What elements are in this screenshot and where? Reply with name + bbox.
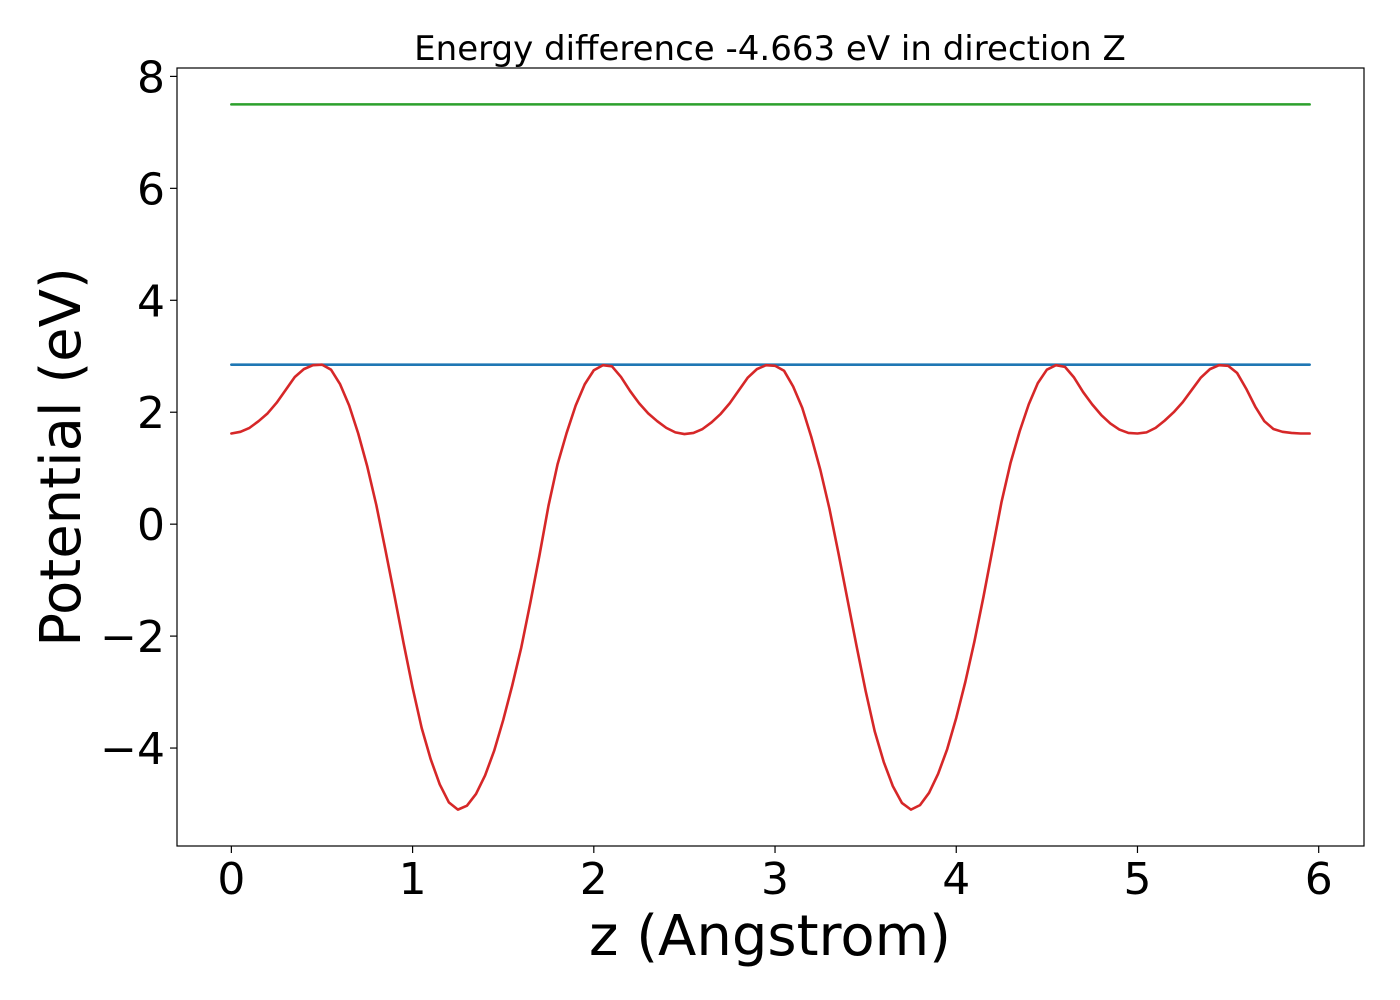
y-tick-label: 8	[137, 52, 165, 103]
y-tick-label: 2	[137, 388, 165, 439]
series-layer	[230, 103, 1311, 811]
x-axis: 0 1 2 3 4 5 6	[217, 846, 1333, 905]
y-tick-label: −2	[100, 612, 165, 663]
series-line-3	[230, 363, 1311, 811]
y-axis: −4 −2 0 2 4 6 8	[100, 52, 177, 775]
x-tick-label: 2	[580, 854, 608, 905]
y-tick-label: 0	[137, 500, 165, 551]
y-tick-label: 6	[137, 164, 165, 215]
x-tick-label: 3	[761, 854, 789, 905]
x-tick-label: 4	[942, 854, 970, 905]
y-tick-label: −4	[100, 724, 165, 775]
chart-title: Energy difference -4.663 eV in direction…	[414, 29, 1126, 69]
x-tick-label: 5	[1123, 854, 1151, 905]
x-tick-label: 0	[217, 854, 245, 905]
x-tick-label: 6	[1305, 854, 1333, 905]
y-axis-label: Potential (eV)	[29, 267, 94, 647]
x-axis-label: z (Angstrom)	[589, 904, 951, 969]
plot-frame	[176, 67, 1365, 847]
x-tick-label: 1	[399, 854, 427, 905]
y-tick-label: 4	[137, 276, 165, 327]
